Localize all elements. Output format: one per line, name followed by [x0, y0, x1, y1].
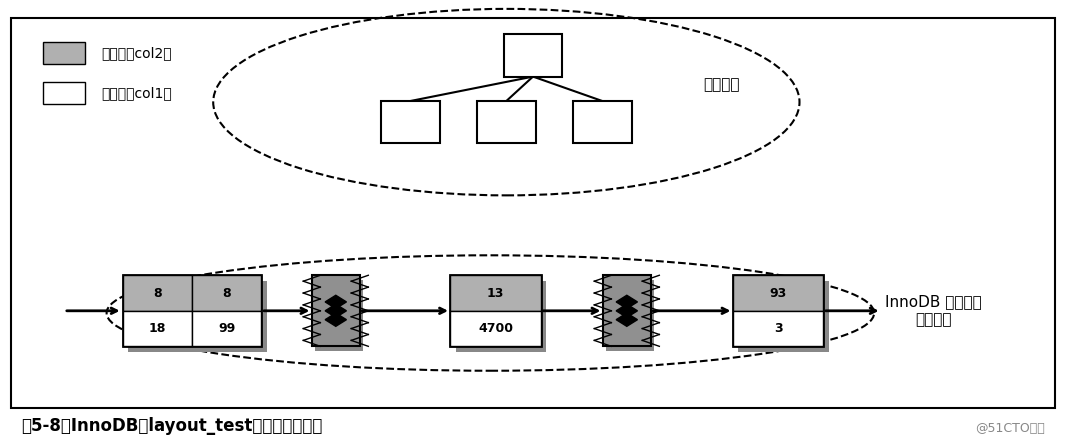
Text: 图5-8：InnoDB表layout_test的二级索引分布: 图5-8：InnoDB表layout_test的二级索引分布 — [21, 417, 323, 435]
FancyBboxPatch shape — [605, 280, 655, 351]
Bar — [192, 275, 261, 311]
Bar — [603, 275, 650, 346]
Bar — [477, 101, 535, 143]
Bar — [382, 101, 439, 143]
Text: 索引列（col2）: 索引列（col2） — [101, 46, 172, 60]
Bar — [733, 275, 823, 311]
FancyBboxPatch shape — [11, 18, 1055, 408]
Text: 4700: 4700 — [479, 322, 513, 335]
FancyBboxPatch shape — [738, 281, 829, 352]
FancyBboxPatch shape — [316, 280, 362, 351]
Bar — [311, 275, 359, 346]
Bar — [43, 42, 85, 64]
Bar — [123, 275, 192, 311]
Polygon shape — [325, 313, 346, 326]
Text: 8: 8 — [152, 286, 162, 300]
Polygon shape — [616, 313, 637, 326]
Bar — [574, 101, 631, 143]
Text: 18: 18 — [148, 322, 166, 335]
Bar — [733, 275, 823, 346]
Text: 内部节点: 内部节点 — [704, 77, 740, 92]
FancyBboxPatch shape — [128, 281, 266, 352]
Text: 主键列（col1）: 主键列（col1） — [101, 86, 172, 100]
FancyBboxPatch shape — [456, 281, 547, 352]
Bar — [192, 311, 261, 346]
Bar — [43, 42, 85, 64]
Text: InnoDB 二级索引
叶子节点: InnoDB 二级索引 叶子节点 — [885, 295, 982, 327]
Text: 93: 93 — [770, 286, 787, 300]
Polygon shape — [325, 295, 346, 309]
Bar — [451, 275, 542, 311]
Text: 13: 13 — [487, 286, 504, 300]
Text: 99: 99 — [217, 322, 236, 335]
Bar — [451, 311, 542, 346]
Text: 3: 3 — [774, 322, 782, 335]
Bar — [451, 275, 542, 346]
Polygon shape — [616, 295, 637, 309]
Text: @51CTO博客: @51CTO博客 — [975, 422, 1045, 435]
Text: 8: 8 — [222, 286, 231, 300]
Bar — [733, 311, 823, 346]
Polygon shape — [325, 304, 346, 317]
Polygon shape — [616, 304, 637, 317]
Bar — [123, 275, 261, 346]
Bar — [503, 35, 563, 77]
Bar — [43, 82, 85, 104]
Bar — [123, 311, 192, 346]
